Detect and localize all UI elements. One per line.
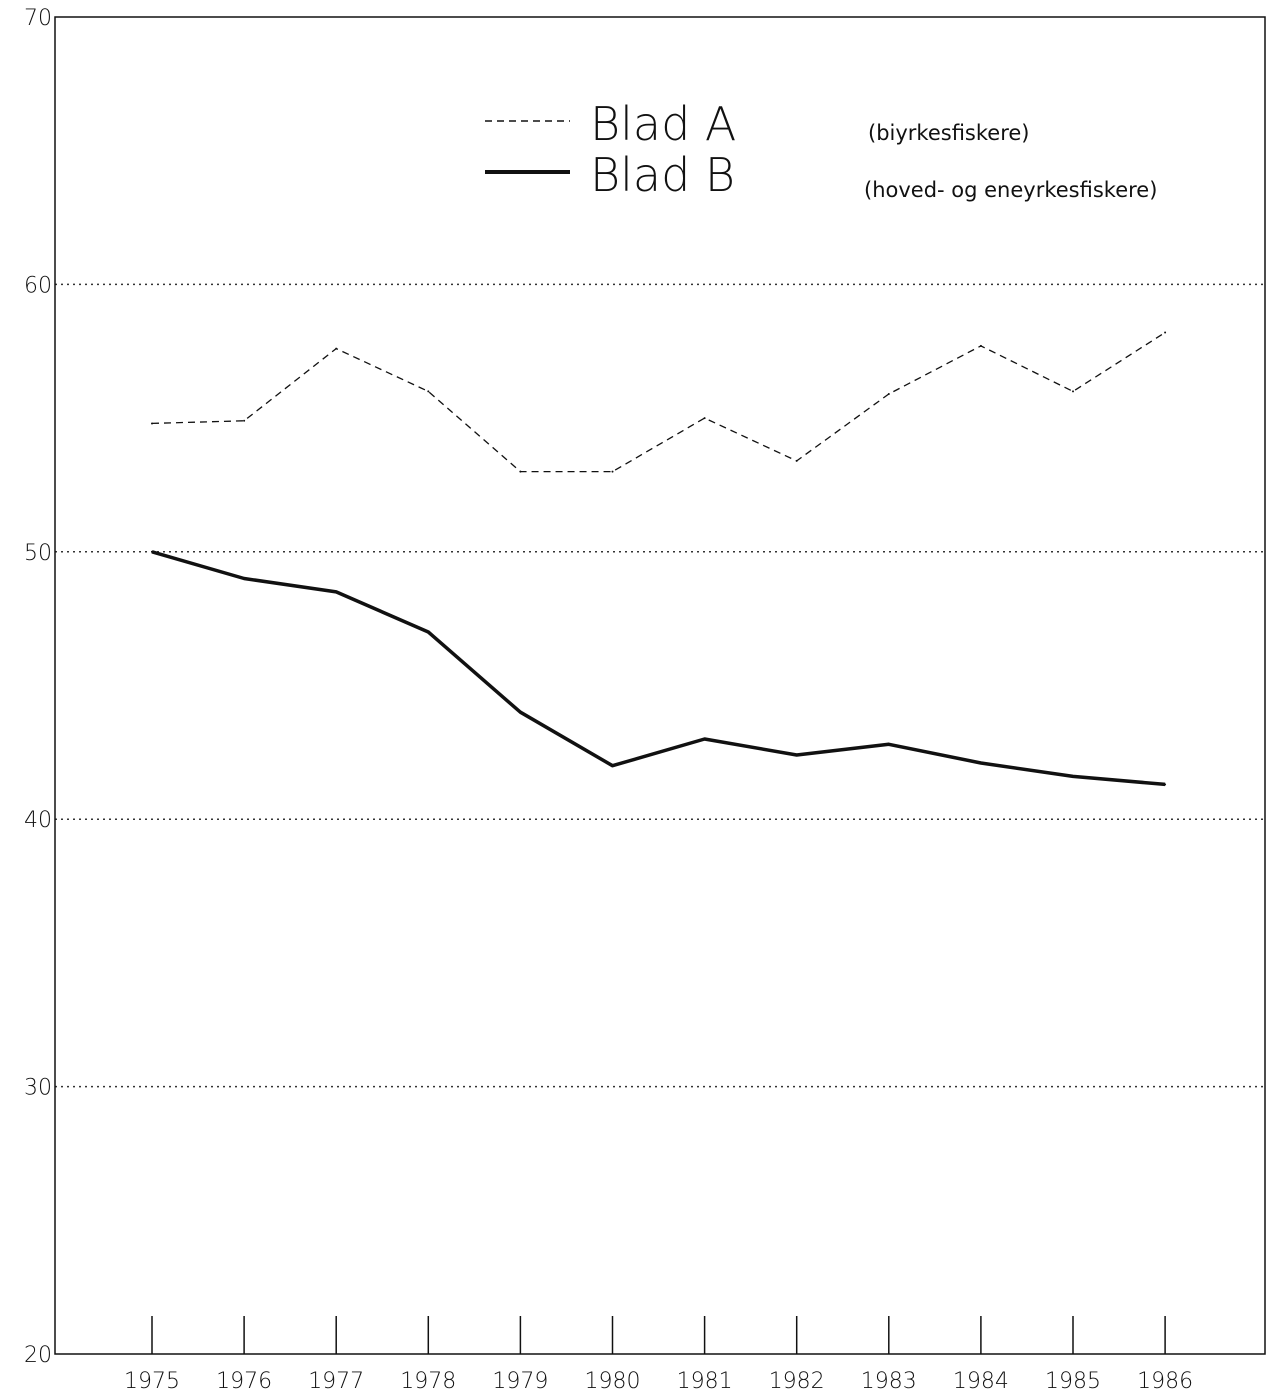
x-tick-label-1979: 1979 bbox=[492, 1369, 548, 1394]
point-blad-b-1980 bbox=[611, 764, 614, 767]
x-tick-label-1986: 1986 bbox=[1137, 1369, 1193, 1394]
series-line-blad-b bbox=[151, 550, 1166, 787]
y-tick-label-30: 30 bbox=[24, 1076, 52, 1101]
point-blad-a-1981 bbox=[703, 417, 706, 420]
point-blad-b-1985 bbox=[1072, 775, 1074, 778]
point-blad-a-1978 bbox=[427, 390, 430, 393]
point-blad-a-1979 bbox=[519, 470, 522, 473]
x-axis-labels: 1975 1976 1977 1978 1979 1980 1981 1982 1983 1984… bbox=[124, 1369, 1193, 1394]
y-tick-label-70: 70 bbox=[24, 6, 52, 31]
x-ticks bbox=[151, 1316, 1166, 1354]
x-tick-label-1980: 1980 bbox=[585, 1369, 641, 1394]
x-tick-label-1982: 1982 bbox=[769, 1369, 825, 1394]
y-tick-label-40: 40 bbox=[24, 808, 52, 833]
x-tick-label-1983: 1983 bbox=[861, 1369, 917, 1394]
legend-label-blad-b: Blad B bbox=[590, 148, 735, 202]
x-tick-label-1976: 1976 bbox=[216, 1369, 272, 1394]
x-tick-label-1985: 1985 bbox=[1045, 1369, 1101, 1394]
point-blad-b-1981 bbox=[703, 737, 706, 740]
legend-note-blad-b: (hoved- og eneyrkesfiskere) bbox=[864, 178, 1157, 202]
point-blad-b-1978 bbox=[427, 631, 430, 634]
y-tick-label-50: 50 bbox=[24, 541, 52, 566]
point-blad-a-1977 bbox=[335, 347, 338, 350]
grid-lines bbox=[55, 283, 1265, 1088]
point-blad-a-1976 bbox=[243, 419, 246, 422]
legend: Blad A (biyrkesfiskere) Blad B (hoved- o… bbox=[485, 97, 1157, 202]
point-blad-b-1975 bbox=[151, 550, 153, 553]
point-blad-a-1985 bbox=[1072, 390, 1074, 393]
point-blad-a-1982 bbox=[795, 459, 798, 462]
plot-frame bbox=[54, 16, 1266, 1355]
x-tick-label-1984: 1984 bbox=[953, 1369, 1009, 1394]
y-axis-labels: 20 30 40 50 60 70 bbox=[24, 6, 52, 1368]
x-tick-label-1981: 1981 bbox=[677, 1369, 733, 1394]
point-blad-a-1986 bbox=[1164, 331, 1167, 334]
series-blad-b-group bbox=[151, 550, 1167, 787]
y-tick-label-20: 20 bbox=[24, 1343, 52, 1368]
point-blad-b-1977 bbox=[335, 590, 338, 593]
point-blad-a-1983 bbox=[887, 393, 890, 396]
point-blad-b-1983 bbox=[887, 743, 890, 746]
x-tick-label-1978: 1978 bbox=[400, 1369, 456, 1394]
series-line-blad-a bbox=[151, 331, 1166, 473]
legend-label-blad-a: Blad A bbox=[590, 97, 736, 151]
series-blad-a-group bbox=[151, 331, 1167, 473]
point-blad-b-1984 bbox=[979, 762, 982, 765]
point-blad-b-1982 bbox=[795, 754, 798, 757]
point-blad-a-1975 bbox=[151, 422, 153, 425]
point-blad-b-1979 bbox=[519, 711, 522, 714]
point-blad-a-1980 bbox=[611, 470, 614, 473]
x-tick-label-1975: 1975 bbox=[124, 1369, 180, 1394]
x-tick-label-1977: 1977 bbox=[308, 1369, 364, 1394]
point-blad-b-1986 bbox=[1164, 783, 1167, 786]
point-blad-a-1984 bbox=[979, 344, 982, 347]
legend-note-blad-a: (biyrkesfiskere) bbox=[868, 121, 1029, 145]
y-tick-label-60: 60 bbox=[24, 273, 52, 298]
point-blad-b-1976 bbox=[243, 577, 246, 580]
